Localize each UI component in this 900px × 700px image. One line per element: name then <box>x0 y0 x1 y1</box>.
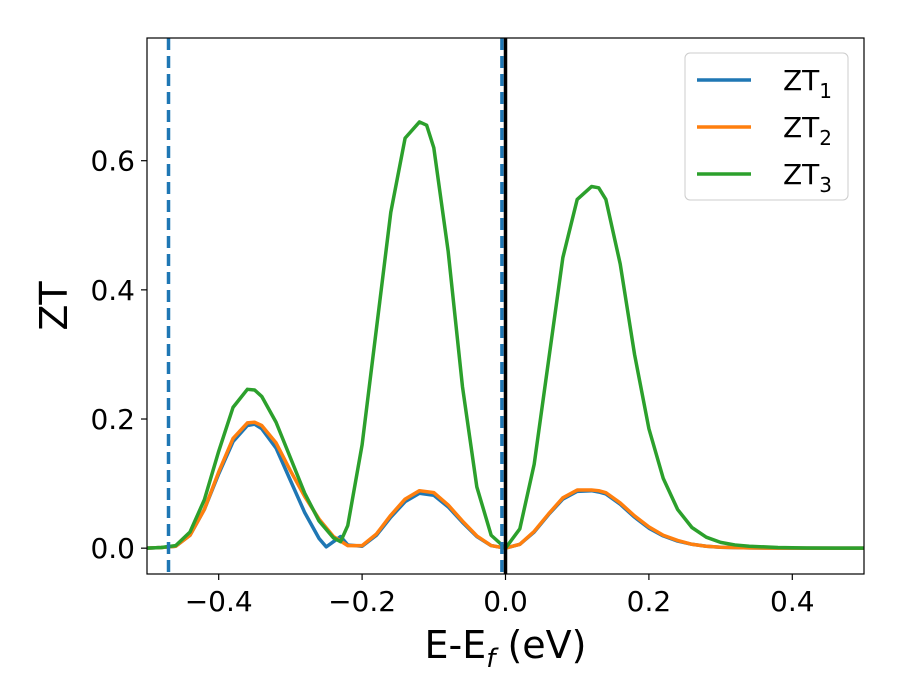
x-tick-label: 0.2 <box>627 585 672 618</box>
legend: ZT1 ZT2 ZT3 <box>684 52 849 201</box>
legend-label-3: ZT3 <box>783 158 832 197</box>
plot-area <box>147 38 864 574</box>
y-tick-label: 0.4 <box>90 274 135 307</box>
legend-label-2: ZT2 <box>783 111 832 150</box>
x-tick-label: −0.2 <box>328 585 396 618</box>
series-line-3 <box>147 120 864 550</box>
x-tick-label: 0.4 <box>770 585 815 618</box>
y-tick-label: 0.2 <box>90 403 135 436</box>
x-tick-label: −0.4 <box>185 585 253 618</box>
x-tick-label: 0.0 <box>483 585 528 618</box>
y-tick-label: 0.6 <box>90 145 135 178</box>
y-tick-label: 0.0 <box>90 532 135 565</box>
legend-box <box>684 52 849 201</box>
plot-clip-group <box>147 38 864 574</box>
y-axis-label: ZT <box>32 281 76 331</box>
axes: −0.4 −0.2 0.0 0.2 0.4 0.0 0.2 0.4 0.6 E-Ef (eV) ZT <box>32 37 865 674</box>
series-line-2 <box>147 420 864 550</box>
x-axis-label: E-Ef (eV) <box>425 623 587 674</box>
legend-label-1: ZT1 <box>783 64 832 103</box>
